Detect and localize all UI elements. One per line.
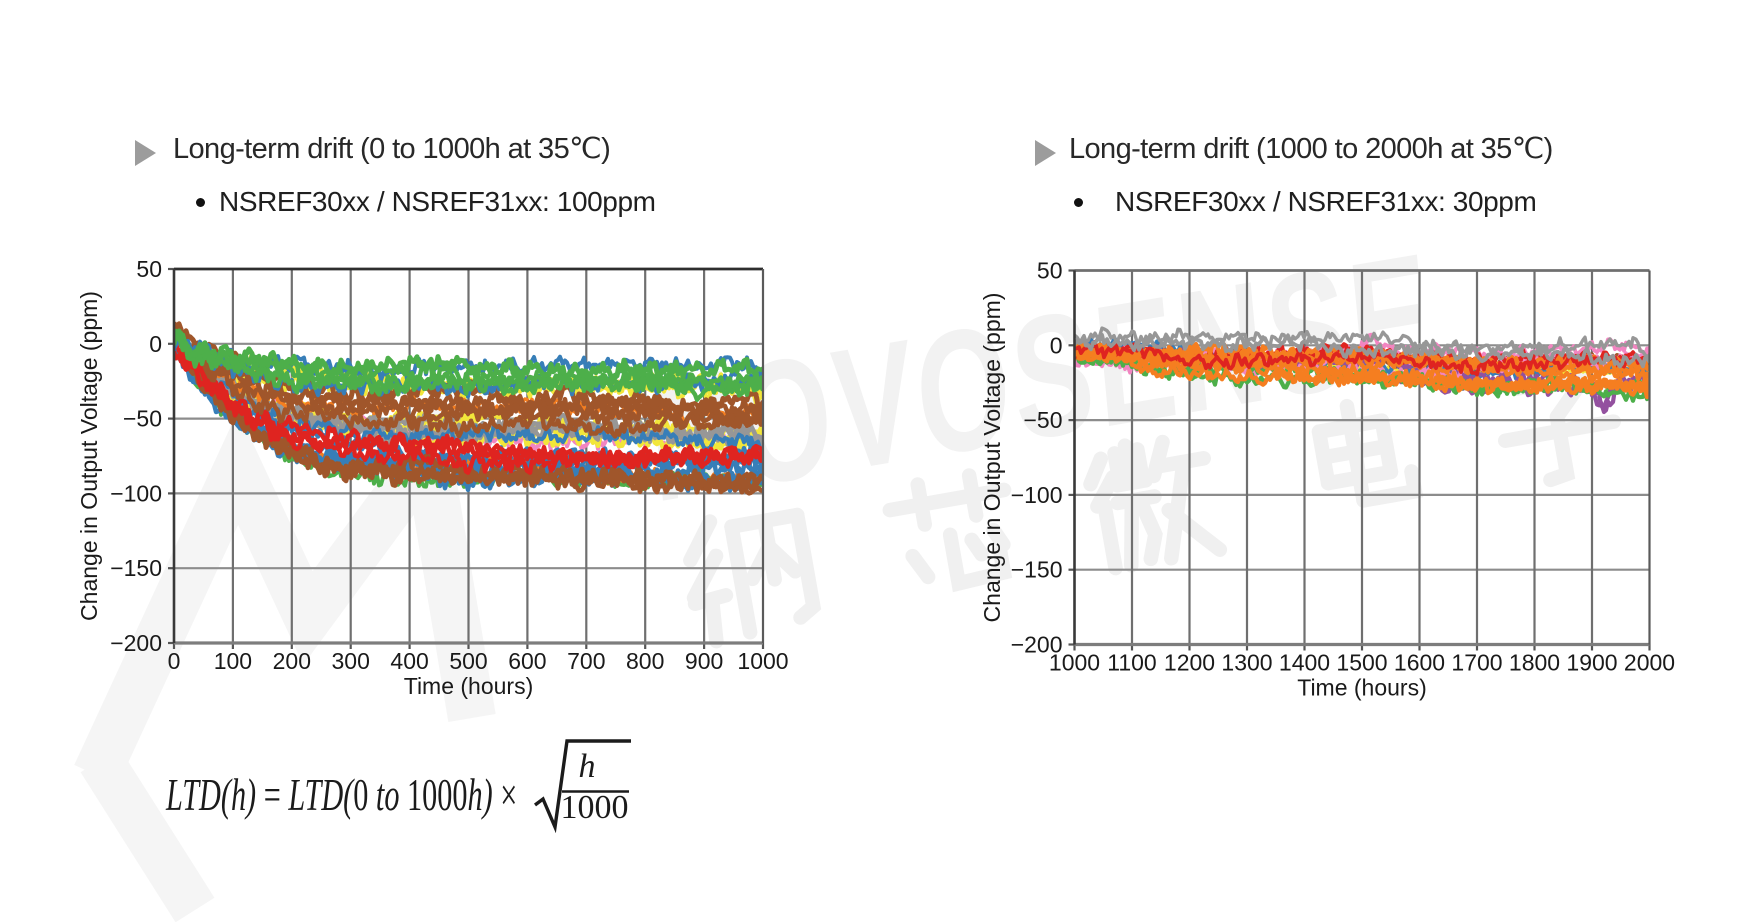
svg-text:50: 50 (136, 256, 162, 282)
svg-text:−100: −100 (110, 480, 162, 506)
svg-text:1200: 1200 (1164, 650, 1215, 676)
svg-text:−150: −150 (110, 555, 162, 581)
svg-text:700: 700 (567, 648, 605, 674)
svg-text:1500: 1500 (1336, 650, 1387, 676)
svg-text:2000: 2000 (1624, 650, 1675, 676)
svg-text:1900: 1900 (1566, 650, 1617, 676)
svg-text:0: 0 (1050, 332, 1063, 358)
svg-text:1000: 1000 (561, 789, 629, 826)
svg-text:−50: −50 (1023, 407, 1062, 433)
svg-text:50: 50 (1037, 258, 1063, 284)
svg-text:1000: 1000 (1049, 650, 1100, 676)
svg-text:Time (hours): Time (hours) (1297, 675, 1427, 701)
svg-text:1600: 1600 (1394, 650, 1445, 676)
svg-text:−200: −200 (1011, 632, 1063, 658)
svg-text:1300: 1300 (1221, 650, 1272, 676)
svg-text:400: 400 (390, 648, 428, 674)
svg-text:−150: −150 (1011, 557, 1063, 583)
svg-text:Time (hours): Time (hours) (404, 673, 534, 699)
svg-text:1000: 1000 (737, 648, 788, 674)
svg-text:900: 900 (685, 648, 723, 674)
svg-text:100: 100 (214, 648, 252, 674)
svg-text:−50: −50 (123, 406, 162, 432)
svg-text:200: 200 (273, 648, 311, 674)
svg-text:0: 0 (149, 331, 162, 357)
svg-text:500: 500 (449, 648, 487, 674)
svg-text:800: 800 (626, 648, 664, 674)
svg-text:Change in Output Voltage (ppm): Change in Output Voltage (ppm) (979, 293, 1005, 623)
svg-text:0: 0 (168, 648, 181, 674)
svg-text:−100: −100 (1011, 482, 1063, 508)
svg-text:h: h (579, 748, 596, 785)
svg-text:Change in Output Voltage (ppm): Change in Output Voltage (ppm) (76, 291, 102, 621)
svg-text:1800: 1800 (1509, 650, 1560, 676)
svg-text:−200: −200 (110, 630, 162, 656)
svg-text:600: 600 (508, 648, 546, 674)
svg-text:1400: 1400 (1279, 650, 1330, 676)
svg-text:1700: 1700 (1451, 650, 1502, 676)
svg-text:300: 300 (332, 648, 370, 674)
svg-text:1100: 1100 (1107, 650, 1156, 676)
